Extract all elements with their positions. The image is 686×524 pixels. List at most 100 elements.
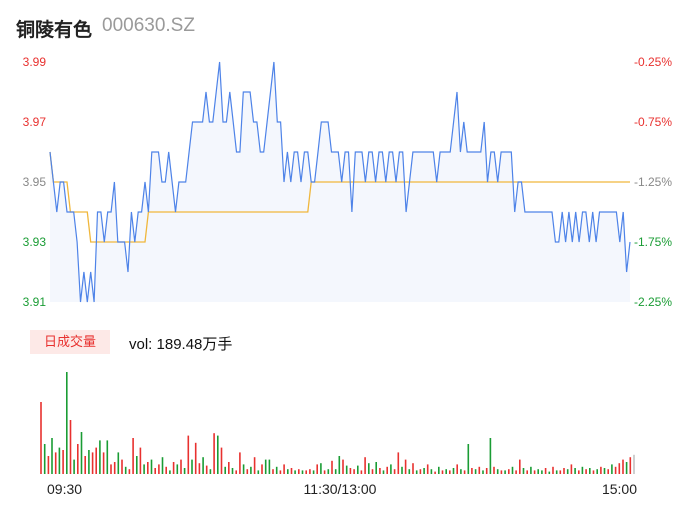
volume-bar	[345, 465, 348, 474]
volume-bar	[526, 470, 528, 474]
volume-bar	[132, 438, 134, 474]
volume-bar	[110, 464, 112, 474]
volume-bar	[607, 469, 609, 474]
volume-bar	[600, 466, 602, 474]
volume-bar	[176, 464, 179, 474]
volume-bar	[47, 456, 50, 474]
volume-bar	[496, 469, 499, 474]
volume-bar	[349, 468, 352, 474]
volume-bar	[504, 470, 506, 474]
volume-bar	[246, 469, 249, 474]
volume-bar	[113, 462, 116, 474]
volume-bar	[353, 469, 355, 474]
volume-bar	[298, 469, 300, 474]
volume-label-badge: 日成交量	[30, 330, 110, 354]
volume-bar	[62, 450, 64, 474]
volume-bar	[460, 469, 462, 474]
volume-bar	[544, 468, 547, 474]
volume-bar	[452, 468, 455, 474]
volume-bar	[581, 466, 584, 474]
volume-bar	[73, 459, 75, 474]
volume-bar	[198, 463, 201, 474]
volume-readout: vol: 189.48万手	[129, 336, 233, 353]
volume-bar	[309, 469, 311, 474]
volume-bar	[121, 459, 123, 474]
percent-tick-label: -1.75%	[634, 235, 672, 249]
volume-bar	[224, 466, 226, 474]
volume-bar	[386, 466, 388, 474]
volume-bar	[456, 464, 458, 474]
volume-bar	[301, 470, 304, 474]
volume-bar	[69, 420, 72, 474]
volume-bar	[305, 470, 307, 474]
volume-bar	[77, 444, 79, 474]
volume-bar	[471, 468, 473, 474]
volume-bar	[467, 444, 470, 474]
volume-bar	[519, 459, 521, 474]
volume-bar	[180, 459, 182, 474]
volume-bar	[570, 464, 573, 474]
volume-bar	[474, 469, 477, 474]
volume-bar	[231, 468, 234, 474]
volume-bar	[88, 450, 90, 474]
volume-bar	[441, 470, 444, 474]
percent-tick-label: -0.75%	[634, 115, 672, 129]
volume-bar	[205, 465, 208, 474]
volume-bar	[449, 470, 451, 474]
volume-bar	[563, 468, 565, 474]
volume-bar	[257, 470, 260, 474]
volume-bar	[158, 464, 160, 474]
volume-bar	[228, 462, 230, 474]
volume-bar	[253, 457, 256, 474]
volume-bar	[287, 469, 289, 474]
volume-bar	[408, 469, 411, 474]
volume-bar	[54, 452, 57, 474]
volume-bar	[154, 468, 156, 474]
volume-bar	[279, 470, 282, 474]
volume-bar	[191, 459, 193, 474]
volume-bar	[622, 459, 624, 474]
time-tick-label: 11:30/13:00	[304, 481, 377, 497]
volume-bar	[139, 447, 142, 474]
volume-bar	[548, 471, 551, 474]
price-tick-label: 3.97	[23, 115, 47, 129]
volume-bar	[283, 464, 285, 474]
volume-bar	[393, 469, 396, 474]
volume-bar	[80, 432, 83, 474]
volume-bar	[478, 466, 481, 474]
volume-bar	[117, 452, 120, 474]
price-tick-label: 3.95	[23, 175, 47, 189]
time-axis-labels: 09:30 11:30/13:00 15:00	[47, 481, 637, 497]
volume-bar	[515, 470, 517, 474]
volume-bar	[250, 466, 252, 474]
price-tick-label: 3.91	[23, 295, 47, 309]
volume-bar	[614, 466, 617, 474]
volume-bar	[239, 452, 241, 474]
volume-bar	[401, 466, 403, 474]
volume-bar	[578, 470, 580, 474]
volume-bar	[434, 471, 436, 474]
volume-bar	[183, 468, 186, 474]
volume-bar	[566, 469, 569, 474]
volume-bar	[625, 462, 628, 474]
volume-bar	[364, 457, 366, 474]
volume-bar	[272, 469, 274, 474]
volume-bar	[150, 459, 153, 474]
volume-bar	[327, 469, 330, 474]
volume-bar	[371, 469, 374, 474]
volume-bar	[585, 469, 587, 474]
volume-bar	[172, 462, 175, 474]
volume-bar	[603, 468, 606, 474]
volume-bar	[375, 462, 377, 474]
volume-bar	[419, 469, 422, 474]
percent-tick-label: -1.25%	[634, 175, 672, 189]
stock-name: 铜陵有色	[16, 20, 93, 41]
time-tick-label: 15:00	[602, 481, 637, 497]
volume-bar	[552, 466, 554, 474]
volume-bar	[95, 447, 97, 474]
volume-bar	[220, 447, 223, 474]
volume-bar	[264, 459, 267, 474]
volume-bar	[537, 469, 539, 474]
volume-bar	[382, 470, 385, 474]
percent-axis-labels: -0.25% -0.75% -1.25% -1.75% -2.25%	[634, 55, 672, 309]
